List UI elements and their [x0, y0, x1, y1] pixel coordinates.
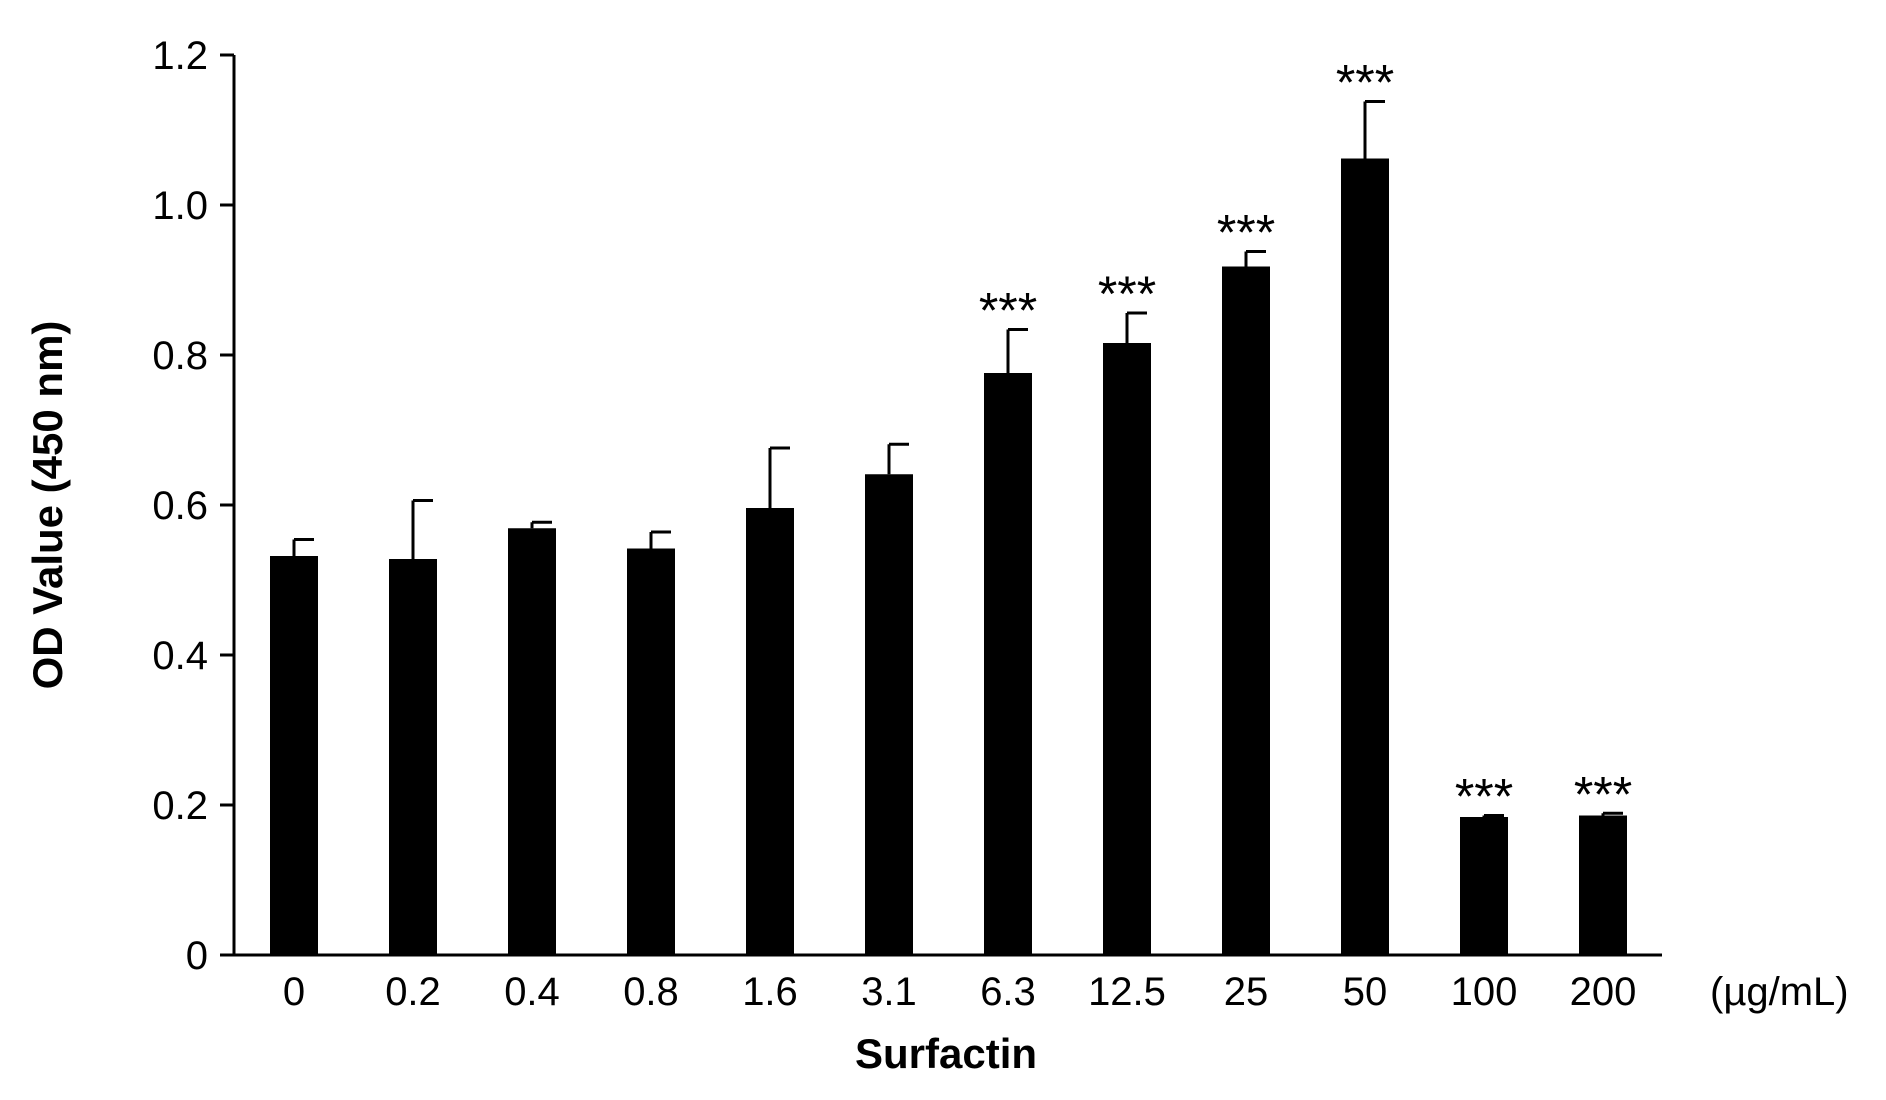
y-tick-label: 0.8: [152, 334, 208, 378]
bar: [865, 474, 913, 955]
x-ticks: 0 0.2 0.4 0.8 1.6 3.1 6.3 12.5 25 50 100 200: [283, 970, 1637, 1014]
y-tick-label: 0.6: [152, 484, 208, 528]
significance-label: ***: [1336, 55, 1394, 111]
x-tick-label: 0: [283, 970, 305, 1014]
y-tick-label: 1.2: [152, 34, 208, 78]
x-tick-label: 100: [1451, 970, 1518, 1014]
y-tick-label: 0: [186, 934, 208, 978]
x-tick-label: 0.2: [385, 970, 441, 1014]
bar: [270, 556, 318, 955]
x-tick-label: 1.6: [742, 970, 798, 1014]
bar: [1222, 266, 1270, 955]
x-tick-label: 6.3: [980, 970, 1036, 1014]
y-axis-title: OD Value (450 nm): [24, 321, 71, 690]
y-tick-label: 0.2: [152, 784, 208, 828]
x-tick-label: 3.1: [861, 970, 917, 1014]
x-tick-label: 12.5: [1088, 970, 1166, 1014]
bars: *** *** *** *** *** ***: [270, 55, 1632, 955]
bar: [627, 548, 675, 955]
bar: [1103, 343, 1151, 955]
significance-label: ***: [1455, 769, 1513, 825]
x-tick-label: 25: [1224, 970, 1269, 1014]
y-tick-label: 1.0: [152, 184, 208, 228]
x-axis-title: Surfactin: [855, 1030, 1037, 1077]
bar: [984, 373, 1032, 955]
bar: [508, 528, 556, 955]
significance-label: ***: [979, 283, 1037, 339]
x-unit-label: (µg/mL): [1710, 970, 1849, 1014]
x-tick-label: 50: [1343, 970, 1388, 1014]
significance-label: ***: [1098, 266, 1156, 322]
significance-label: ***: [1217, 205, 1275, 261]
y-ticks: 0 0.2 0.4 0.6 0.8 1.0 1.2: [152, 34, 234, 978]
x-tick-label: 200: [1570, 970, 1637, 1014]
significance-label: ***: [1574, 766, 1632, 822]
bar: [1341, 158, 1389, 955]
y-tick-label: 0.4: [152, 634, 208, 678]
x-tick-label: 0.4: [504, 970, 560, 1014]
bar: [389, 559, 437, 955]
bar: [1579, 815, 1627, 955]
bar: [1460, 817, 1508, 955]
x-tick-label: 0.8: [623, 970, 679, 1014]
bar: [746, 508, 794, 955]
